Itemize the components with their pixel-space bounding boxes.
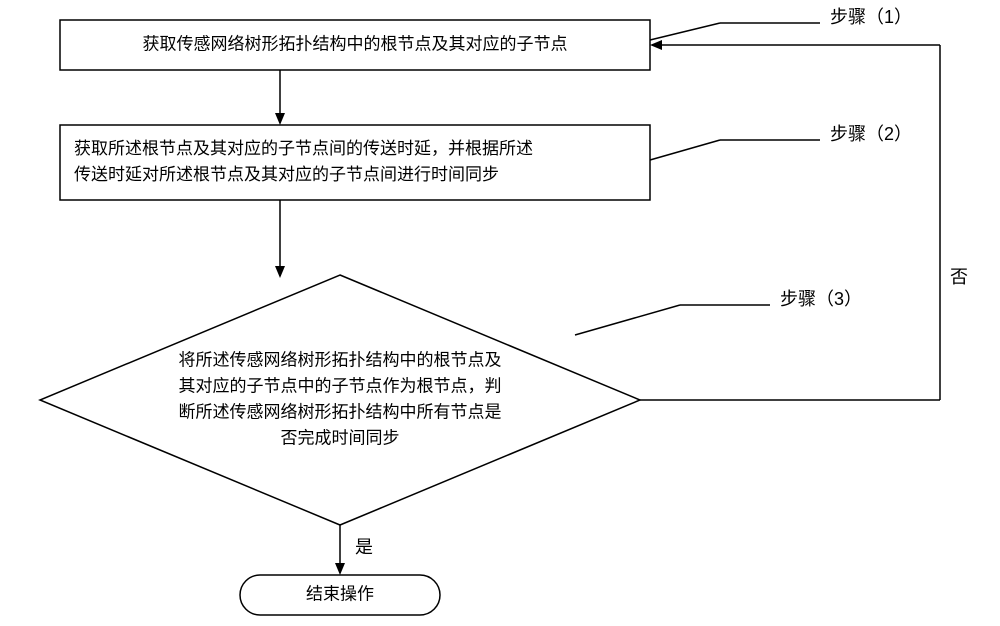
step1-text: 获取传感网络树形拓扑结构中的根节点及其对应的子节点 — [143, 34, 568, 53]
label-yes: 是 — [355, 537, 373, 557]
flowchart-canvas: 获取传感网络树形拓扑结构中的根节点及其对应的子节点获取所述根节点及其对应的子节点… — [0, 0, 1000, 626]
label-no: 否 — [950, 267, 968, 287]
step2-box — [60, 125, 650, 200]
label-step1: 步骤（1） — [830, 7, 912, 27]
svg-text:其对应的子节点中的子节点作为根节点，判: 其对应的子节点中的子节点作为根节点，判 — [179, 376, 502, 395]
svg-text:传送时延对所述根节点及其对应的子节点间进行时间同步: 传送时延对所述根节点及其对应的子节点间进行时间同步 — [74, 165, 499, 184]
terminal-text: 结束操作 — [306, 584, 374, 603]
step2-text: 获取所述根节点及其对应的子节点间的传送时延，并根据所述传送时延对所述根节点及其对… — [74, 139, 533, 184]
decision-diamond — [40, 275, 640, 525]
label-step3: 步骤（3） — [780, 289, 862, 309]
svg-text:获取传感网络树形拓扑结构中的根节点及其对应的子节点: 获取传感网络树形拓扑结构中的根节点及其对应的子节点 — [143, 34, 568, 53]
svg-text:断所述传感网络树形拓扑结构中所有节点是: 断所述传感网络树形拓扑结构中所有节点是 — [179, 402, 502, 421]
label-step2: 步骤（2） — [830, 124, 912, 144]
svg-text:否完成时间同步: 否完成时间同步 — [281, 428, 400, 447]
svg-text:获取所述根节点及其对应的子节点间的传送时延，并根据所述: 获取所述根节点及其对应的子节点间的传送时延，并根据所述 — [74, 139, 533, 158]
decision-text: 将所述传感网络树形拓扑结构中的根节点及其对应的子节点中的子节点作为根节点，判断所… — [179, 350, 502, 447]
svg-text:将所述传感网络树形拓扑结构中的根节点及: 将所述传感网络树形拓扑结构中的根节点及 — [179, 350, 502, 369]
